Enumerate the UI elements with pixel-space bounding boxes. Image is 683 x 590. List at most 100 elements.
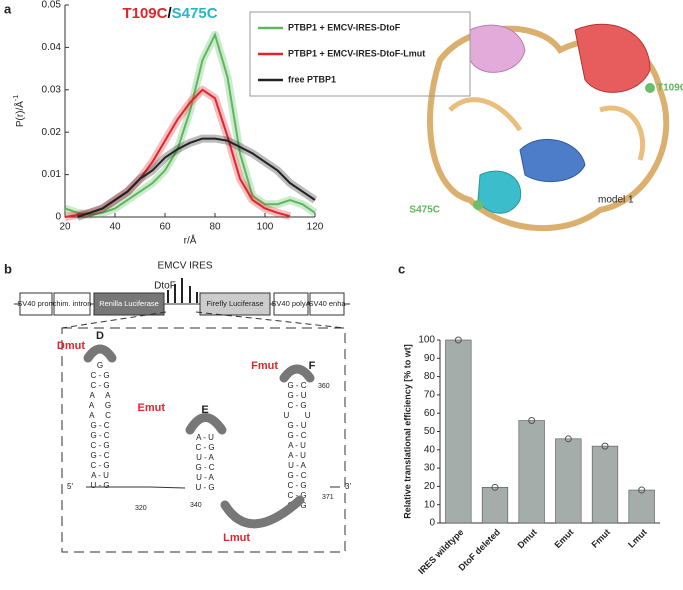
- mutation-arc: [220, 495, 305, 529]
- nucleotide-pair: G - C: [287, 471, 306, 480]
- nucleotide-pair: C - G: [90, 461, 109, 470]
- x-tick-label: IRES wildtype: [416, 527, 465, 576]
- bar: [518, 420, 545, 524]
- bar-cap: [564, 435, 572, 443]
- atom: [473, 200, 483, 210]
- y-tick-label: 80: [424, 371, 436, 382]
- zoom-box: [61, 327, 346, 553]
- mutation-arc: [185, 413, 227, 435]
- y-tick-label: 50: [424, 426, 436, 437]
- nucleotide-pair: G - C: [90, 431, 109, 440]
- strand: [427, 25, 670, 232]
- y-tick-label: 40: [424, 444, 436, 455]
- title-part: T109C: [122, 5, 167, 22]
- nucleotide-pair: C - G: [287, 401, 306, 410]
- bar: [481, 487, 509, 524]
- nucleotide-pair: A - U: [288, 451, 306, 460]
- x-axis-label: r/Å: [184, 234, 197, 247]
- mutation-label: S475C: [409, 205, 440, 216]
- nucleotide-pair: G: [97, 361, 103, 370]
- construct-box: [273, 292, 309, 316]
- legend-label: PTBP1 + EMCV-IRES-DtoF: [288, 22, 401, 32]
- construct-label: chim. intron: [53, 299, 92, 308]
- nucleotide-pair: U - G: [195, 483, 214, 492]
- bar-cap: [454, 336, 462, 344]
- x-tick-label: Emut: [552, 527, 575, 550]
- y-tick-label: 0.05: [42, 0, 62, 11]
- ires-label: EMCV IRES: [157, 261, 212, 272]
- y-tick-label: 60: [424, 408, 436, 419]
- bar-cap: [638, 486, 646, 494]
- domain-label: E: [201, 404, 208, 416]
- y-tick-label: 0: [429, 518, 435, 529]
- y-tick-label: 0.01: [42, 169, 62, 180]
- nucleotide-pair: G - C: [287, 381, 306, 390]
- bar: [628, 489, 655, 524]
- y-tick-label: 0.02: [42, 127, 62, 138]
- bar-cap: [528, 417, 536, 425]
- nucleotide-pair: G - C: [195, 463, 214, 472]
- position-label: 320: [135, 505, 147, 512]
- y-tick-label: 90: [424, 353, 436, 364]
- y-axis-label-main: P(r)/Å: [13, 101, 26, 127]
- mutation-arc: [279, 364, 315, 383]
- y-tick-label: 20: [424, 481, 436, 492]
- construct-label: Firefly Luciferase: [206, 299, 263, 308]
- nucleotide-pair: A A: [90, 391, 112, 400]
- mutation-label: T109C: [657, 83, 683, 94]
- nucleotide-pair: A - U: [91, 471, 109, 480]
- nucleotide-pair: C - G: [287, 481, 306, 490]
- legend-label: PTBP1 + EMCV-IRES-DtoF-Lmut: [288, 48, 425, 58]
- mutant-label: Lmut: [223, 532, 250, 544]
- nucleotide-pair: U - A: [196, 453, 214, 462]
- domain-label: F: [309, 360, 316, 372]
- nucleotide-pair: C - G: [90, 371, 109, 380]
- chart-title: T109C/S475C: [122, 5, 217, 22]
- panel-label: a: [4, 1, 12, 16]
- nucleotide-pair: G - U: [287, 421, 306, 430]
- nucleotide-pair: A - U: [196, 433, 214, 442]
- y-tick-label: 10: [424, 499, 436, 510]
- panel-label: c: [398, 261, 405, 276]
- panel-label: b: [4, 261, 12, 276]
- y-tick-label: 100: [418, 335, 435, 346]
- axis: [439, 340, 660, 524]
- y-tick-label: 0.04: [42, 42, 62, 53]
- y-axis-label-sup: -1: [13, 95, 20, 101]
- domain: [469, 24, 526, 73]
- construct-box: [53, 292, 91, 316]
- construct-box: [199, 292, 271, 316]
- nucleotide-pair: G - C: [90, 451, 109, 460]
- nucleotide-pair: A G: [89, 401, 111, 410]
- x-tick-label: Lmut: [626, 527, 649, 550]
- nucleotide-pair: G - C: [287, 431, 306, 440]
- x-tick-label: 20: [59, 222, 71, 233]
- nucleotide-pair: A C: [89, 411, 111, 420]
- title-part: S475C: [172, 5, 218, 22]
- y-tick-label: 0.03: [42, 84, 62, 95]
- construct-label: Renilla Luciferase: [99, 299, 159, 308]
- nucleotide-pair: U - G: [90, 481, 109, 490]
- construct-label: SV40 enha: [308, 299, 346, 308]
- bar: [445, 339, 472, 524]
- title-part: /: [167, 5, 172, 22]
- x-tick-label: 60: [159, 222, 171, 233]
- nucleotide-pair: G - U: [287, 391, 306, 400]
- mutant-label: Emut: [138, 402, 166, 414]
- domain: [574, 23, 651, 93]
- bar-cap: [601, 442, 609, 450]
- nucleotide-pair: U U: [283, 411, 310, 420]
- atom: [645, 83, 655, 93]
- series-line: [77, 137, 316, 218]
- y-axis-label: Relative translational efficiency [% to …: [402, 344, 412, 519]
- nucleotide-pair: C - G: [195, 443, 214, 452]
- ires-glyph: [167, 278, 198, 303]
- bar: [591, 445, 619, 524]
- domain-label: D: [96, 330, 104, 342]
- y-tick-label: 70: [424, 390, 436, 401]
- series-line: [64, 31, 316, 216]
- construct-box: [19, 292, 53, 316]
- x-tick-label: 40: [109, 222, 121, 233]
- position-label: 340: [190, 502, 202, 509]
- end-label: 5': [67, 482, 73, 491]
